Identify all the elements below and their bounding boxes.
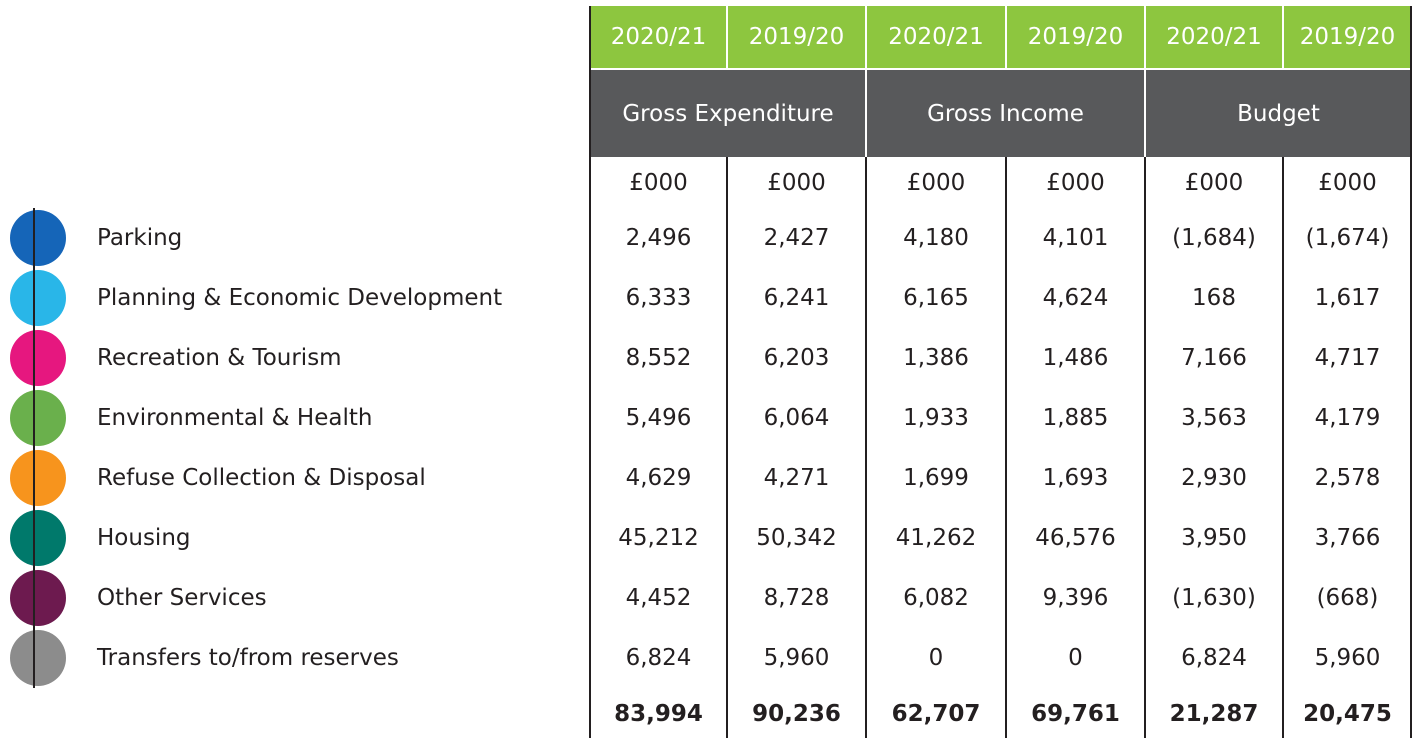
row-icon [10,210,66,266]
cell: 1,386 [903,345,969,371]
total: 90,236 [752,701,841,727]
column-rule [589,6,591,738]
cell: 6,203 [763,345,830,371]
column-rule [1005,157,1007,738]
total: 83,994 [614,701,703,727]
cell: 1,617 [1314,285,1381,311]
cell: 4,180 [903,225,969,251]
cell: 6,241 [763,285,830,311]
cell: 4,101 [1042,225,1109,251]
cell: (1,674) [1305,225,1390,251]
cell: 6,824 [625,645,692,671]
cell: 168 [1192,285,1236,311]
row-label: Housing [97,525,191,551]
year-header: 2020/21 [591,6,726,68]
cell: 0 [928,645,944,671]
cell: 6,333 [625,285,692,311]
row-icon [10,510,66,566]
cell: 8,728 [763,585,830,611]
total: 21,287 [1169,701,1259,727]
cell: 5,960 [1314,645,1381,671]
unit: £000 [1046,169,1105,196]
cell: 5,496 [625,405,692,431]
cell: 1,693 [1042,465,1109,491]
cell: 4,629 [625,465,692,491]
cell: 3,563 [1181,405,1247,431]
column-rule [1282,157,1284,738]
year-header: 2020/21 [1146,6,1282,68]
row-label: Refuse Collection & Disposal [97,465,426,491]
cell: 4,624 [1042,285,1109,311]
cell: 1,885 [1042,405,1109,431]
column-rule [1410,6,1412,738]
cell: 46,576 [1035,525,1116,551]
column-rule [865,157,867,738]
unit: £000 [906,169,966,196]
row-icon [10,390,66,446]
row-label: Parking [97,225,183,251]
cell: 6,165 [903,285,969,311]
row-icon [10,270,66,326]
year-header: 2020/21 [867,6,1005,68]
cell: 1,699 [903,465,969,491]
cell: (668) [1316,585,1379,611]
unit: £000 [1184,169,1244,196]
cell: 41,262 [895,525,977,551]
group-header: Budget [1146,70,1411,157]
total: 20,475 [1303,701,1392,727]
unit: £000 [767,169,826,196]
group-header: Gross Income [867,70,1144,157]
icon-rule [33,208,35,688]
cell: 1,486 [1042,345,1109,371]
cell: 3,766 [1314,525,1381,551]
row-label: Transfers to/from reserves [97,645,399,671]
unit: £000 [1318,169,1377,196]
unit: £000 [629,169,688,196]
cell: 4,271 [763,465,830,491]
cell: 2,427 [763,225,830,251]
row-icon [10,630,66,686]
group-header: Gross Expenditure [591,70,865,157]
cell: 4,717 [1314,345,1381,371]
cell: 6,064 [763,405,830,431]
row-label: Planning & Economic Development [97,285,503,311]
cell: 9,396 [1042,585,1109,611]
row-label: Recreation & Tourism [97,345,342,371]
column-rule [1144,157,1146,738]
cell: 6,824 [1181,645,1247,671]
row-icon [10,450,66,506]
cell: (1,630) [1172,585,1256,611]
cell: 7,166 [1181,345,1247,371]
cell: 4,179 [1314,405,1381,431]
cell: 1,933 [903,405,969,431]
row-label: Environmental & Health [97,405,373,431]
row-icon [10,570,66,626]
cell: 2,496 [625,225,692,251]
year-header: 2019/20 [1007,6,1144,68]
row-icon [10,330,66,386]
column-rule [726,157,728,738]
year-header: 2019/20 [1284,6,1411,68]
cell: 6,082 [903,585,969,611]
cell: 5,960 [763,645,830,671]
year-header: 2019/20 [728,6,865,68]
cell: (1,684) [1172,225,1256,251]
row-label: Other Services [97,585,267,611]
cell: 45,212 [618,525,699,551]
cell: 0 [1068,645,1083,671]
cell: 3,950 [1181,525,1247,551]
total: 69,761 [1031,701,1120,727]
cell: 4,452 [625,585,692,611]
cell: 8,552 [625,345,692,371]
total: 62,707 [891,701,981,727]
cell: 50,342 [756,525,837,551]
cell: 2,578 [1314,465,1381,491]
cell: 2,930 [1181,465,1247,491]
